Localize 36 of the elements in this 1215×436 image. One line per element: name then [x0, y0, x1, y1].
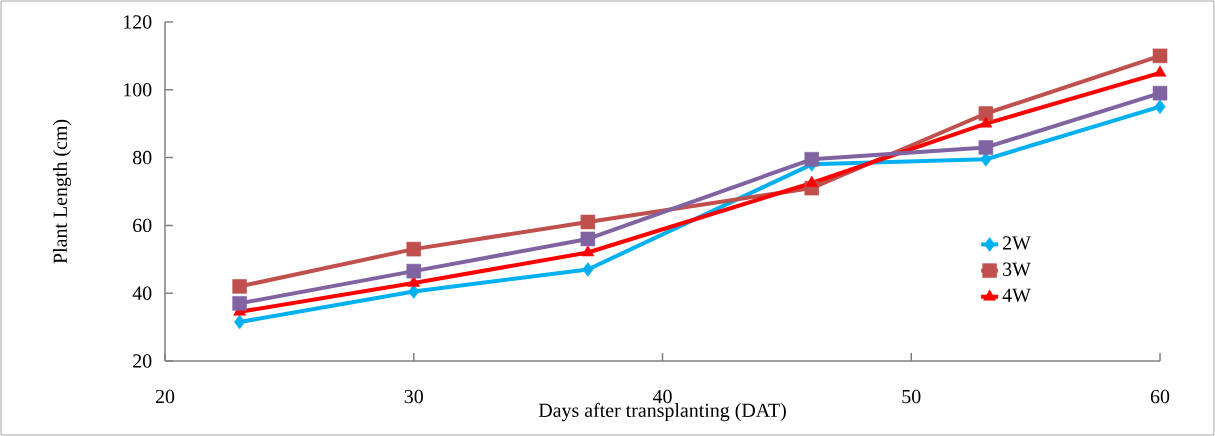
y-tick-label: 40: [132, 286, 152, 300]
y-tick-label: 60: [133, 218, 152, 233]
legend-label: 3W: [1003, 262, 1031, 277]
point: [978, 106, 994, 121]
point: [980, 152, 992, 167]
x-tick-label: 20: [155, 389, 175, 404]
x-tick-label: 40: [652, 389, 672, 404]
point: [580, 214, 596, 230]
point: [1153, 65, 1167, 77]
y-tick-label: 80: [133, 150, 152, 165]
x-axis-title: Days after transplanting (DAT): [538, 402, 786, 422]
point: [408, 284, 420, 299]
y-axis-title: Plant Length (cm): [52, 119, 72, 264]
point: [580, 231, 596, 247]
point: [1152, 85, 1168, 101]
point: [805, 175, 819, 187]
x-tick-label: 50: [902, 389, 921, 404]
point: [234, 314, 246, 330]
y-tick-label: 20: [133, 354, 152, 368]
point: [406, 263, 422, 279]
legend-label: 2W: [1003, 236, 1031, 250]
point: [1154, 99, 1166, 114]
point: [232, 279, 247, 294]
x-tick-label: 30: [404, 389, 423, 404]
y-tick-label: 120: [124, 15, 152, 29]
point: [581, 245, 595, 257]
y-tick-label: 100: [124, 83, 152, 97]
point: [1152, 48, 1168, 64]
point: [804, 152, 820, 167]
point: [979, 116, 993, 128]
point: [232, 296, 247, 311]
x-tick-label: 60: [1150, 389, 1170, 404]
point: [582, 262, 594, 277]
point: [406, 241, 422, 257]
point: [978, 140, 994, 155]
legend-label: 4W: [1002, 288, 1031, 303]
